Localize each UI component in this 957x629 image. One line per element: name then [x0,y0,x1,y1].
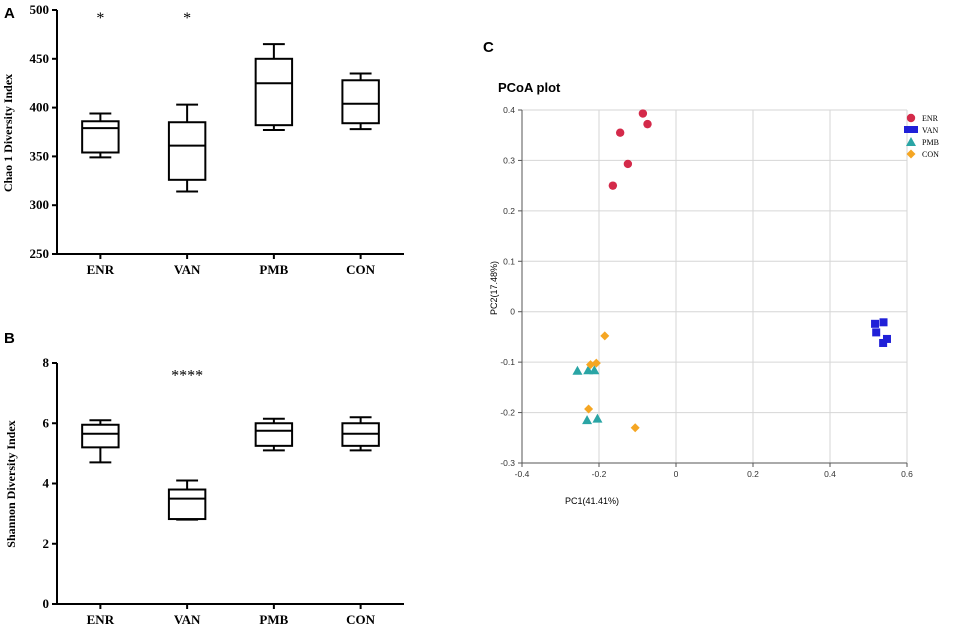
pcoa-series-con [584,331,640,433]
chao1-box-body [254,57,294,127]
shannon-y-axis-label: Shannon Diversity Index [4,420,18,547]
pcoa-point-con [630,423,640,433]
chao1-x-tick-label: VAN [174,262,201,277]
shannon-y-tick-label: 2 [43,536,50,551]
chao1-y-tick-label: 300 [30,197,50,212]
pcoa-y-tick-label: -0.1 [500,357,515,367]
pcoa-point-van [872,328,881,337]
pcoa-point-con [584,404,594,414]
chao1-x-tick-label: PMB [259,262,288,277]
pcoa-point-pmb [572,365,583,375]
pcoa-point-van [879,318,888,327]
legend-swatch-van [904,126,918,133]
pcoa-point-con [591,358,601,368]
chao1-box-body [341,79,380,125]
pcoa-y-axis-label: PC2(17.48%) [489,261,499,315]
shannon-x-tick-label: PMB [259,612,288,627]
pcoa-x-tick-label: -0.2 [592,469,607,479]
panel-label-c: C [483,39,494,56]
pcoa-x-tick-label: -0.4 [515,469,530,479]
pcoa-point-enr [638,109,648,118]
pcoa-y-tick-label: -0.2 [500,408,515,418]
panel-label-b: B [4,330,15,347]
chao1-y-tick-label: 500 [30,2,50,17]
chao1-x-tick-label: ENR [87,262,115,277]
pcoa-y-tick-label: 0 [510,307,515,317]
shannon-box-body [254,422,294,447]
shannon-x-tick-label: VAN [174,612,201,627]
pcoa-point-van [882,334,891,343]
legend-swatch-enr [906,113,916,123]
shannon-box-con [341,416,380,452]
panel-label-a: A [4,5,15,22]
pcoa-point-enr [615,128,625,137]
chao1-y-tick-label: 350 [30,148,50,163]
pcoa-x-tick-label: 0.4 [824,469,836,479]
pcoa-point-van [879,338,888,347]
shannon-y-tick-label: 8 [43,355,50,370]
chao1-box-enr [81,112,120,159]
legend-label-enr: ENR [922,114,939,123]
pcoa-point-con [600,331,610,341]
chao1-significance-marker: * [183,10,191,27]
shannon-y-tick-label: 6 [43,415,50,430]
chao1-y-tick-label: 450 [30,51,50,66]
chao1-box-con [341,72,380,131]
chao1-box-pmb [254,43,294,132]
pcoa-y-tick-label: 0.1 [503,256,515,266]
pcoa-series-van [871,318,891,347]
legend-swatch-con [906,149,916,159]
legend-swatch-pmb [906,137,916,146]
shannon-x-tick-label: CON [346,612,376,627]
chao1-boxplot: Chao 1 Diversity Index 250 300 350 400 450 50… [1,2,404,277]
pcoa-point-enr [643,119,652,129]
legend-label-van: VAN [922,126,939,135]
chao1-significance-marker: * [96,10,104,27]
legend-label-pmb: PMB [922,138,939,147]
pcoa-legend: ENR VAN PMB CON [904,113,939,159]
pcoa-y-tick-label: 0.2 [503,206,515,216]
shannon-box-body [81,423,120,449]
pcoa-point-van [871,319,880,328]
chao1-y-axis-label: Chao 1 Diversity Index [1,74,15,192]
pcoa-title: PCoA plot [498,80,561,95]
chao1-y-tick-label: 250 [30,246,50,261]
pcoa-y-tick-label: -0.3 [500,458,515,468]
shannon-x-tick-label: ENR [87,612,115,627]
chao1-x-tick-label: CON [346,262,376,277]
pcoa-point-enr [608,181,618,190]
pcoa-series-enr [608,109,652,190]
pcoa-y-tick-label: 0.4 [503,105,515,115]
chao1-box-body [81,120,120,154]
shannon-y-tick-label: 0 [43,596,50,611]
pcoa-point-enr [623,159,633,169]
pcoa-scatter: PCoA plot PC1(41.41%) PC2(17.48%) -0.4 -0… [489,80,939,506]
shannon-box-enr [81,419,120,464]
shannon-significance-marker: **** [171,368,203,385]
legend-label-con: CON [922,150,939,159]
chao1-box-body [167,121,207,181]
pcoa-x-tick-label: 0.2 [747,469,759,479]
pcoa-series-pmb [572,365,603,425]
chao1-y-tick-label: 400 [30,100,50,115]
shannon-boxplot: Shannon Diversity Index 0 2 4 6 8 ENR VAN PMB CO… [4,355,404,627]
shannon-y-tick-label: 4 [43,476,50,491]
pcoa-x-tick-label: 0 [674,469,679,479]
pcoa-y-tick-label: 0.3 [503,155,515,165]
shannon-box-pmb [254,417,294,452]
pcoa-x-axis-label: PC1(41.41%) [565,496,619,506]
pcoa-x-tick-label: 0.6 [901,469,913,479]
pcoa-point-pmb [592,413,603,423]
pcoa-point-pmb [589,365,600,375]
pcoa-point-pmb [582,415,593,425]
chao1-box-van [167,103,207,193]
shannon-box-van [167,479,207,521]
shannon-box-body [167,488,207,521]
